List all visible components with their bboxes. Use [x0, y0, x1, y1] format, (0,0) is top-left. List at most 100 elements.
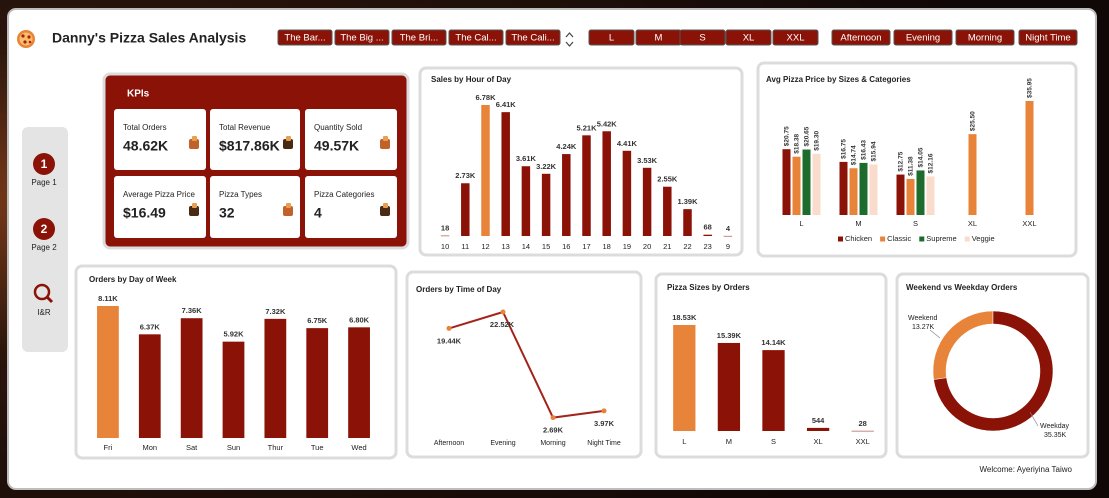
slicer-label[interactable]: XL — [743, 33, 755, 44]
x-tick-label: Sat — [186, 443, 198, 452]
kpi-card — [210, 109, 300, 170]
data-label: 3.53K — [637, 156, 658, 165]
bar — [806, 427, 830, 431]
bar — [849, 168, 858, 215]
slicer-button[interactable]: The Cali... — [505, 29, 561, 46]
x-tick-label: 12 — [481, 242, 489, 251]
data-label: 6.41K — [496, 100, 517, 109]
legend-swatch — [919, 236, 925, 242]
slicer-button[interactable]: L — [588, 29, 635, 46]
x-tick-label: Afternoon — [434, 440, 464, 447]
slicer-label[interactable]: Night Time — [1025, 33, 1070, 44]
slice-value: 13.27K — [912, 324, 935, 331]
slicer-box[interactable] — [893, 29, 953, 46]
slicer-button[interactable]: The Bar... — [277, 29, 333, 46]
leader-line — [929, 329, 941, 339]
slicer-box[interactable] — [505, 29, 561, 46]
nav-icon[interactable] — [45, 295, 54, 304]
slicer-button[interactable]: XL — [725, 29, 772, 46]
bar — [602, 131, 611, 236]
slicer-button[interactable]: M — [635, 29, 682, 46]
slicer-label[interactable]: Morning — [968, 33, 1002, 44]
bar — [782, 149, 791, 215]
slicer-box[interactable] — [725, 29, 772, 46]
nav-badge[interactable] — [33, 153, 55, 175]
bar — [906, 178, 915, 215]
slicer-label[interactable]: M — [655, 33, 663, 44]
kpi-icon — [383, 203, 388, 208]
slicer-label[interactable]: The Cal... — [455, 33, 496, 44]
bar — [926, 176, 935, 215]
x-tick-label: 14 — [522, 242, 530, 251]
slicer-box[interactable] — [334, 29, 390, 46]
kpi-icon — [192, 203, 197, 208]
slicer-button[interactable]: Morning — [955, 29, 1015, 46]
slicer-box[interactable] — [391, 29, 447, 46]
kpi-value: 48.62K — [123, 138, 168, 154]
bar — [663, 186, 672, 236]
kpi-value: 4 — [314, 205, 322, 221]
slicer-box[interactable] — [679, 29, 726, 46]
kpi-label: Average Pizza Price — [123, 190, 195, 199]
slicer-box[interactable] — [277, 29, 333, 46]
nav-number[interactable]: 1 — [41, 157, 48, 171]
kpi-value: $817.86K — [219, 138, 280, 154]
bar — [673, 325, 696, 431]
kpi-icon — [189, 206, 199, 216]
slicer-box[interactable] — [588, 29, 635, 46]
slicer-button[interactable]: The Cal... — [448, 29, 504, 46]
slicer-box[interactable] — [955, 29, 1015, 46]
slicer-box[interactable] — [448, 29, 504, 46]
data-label: $14.05 — [918, 147, 925, 167]
chart-title: Avg Pizza Price by Sizes & Categories — [766, 75, 911, 84]
slicer-button[interactable]: XXL — [772, 29, 819, 46]
bar — [851, 430, 874, 432]
slicer-scroll[interactable] — [565, 32, 574, 47]
kpi-label: Total Revenue — [219, 123, 271, 132]
slicer-label[interactable]: XXL — [787, 33, 805, 44]
x-tick-label: 9 — [726, 242, 730, 251]
slicer-button[interactable]: Evening — [893, 29, 953, 46]
slicer-label[interactable]: The Cali... — [511, 33, 554, 44]
nav-number[interactable]: 2 — [41, 222, 48, 236]
nav-label[interactable]: Page 2 — [31, 243, 57, 252]
nav-label[interactable]: Page 1 — [31, 178, 57, 187]
nav-label[interactable]: I&R — [37, 308, 51, 317]
chart-title: Weekend vs Weekday Orders — [906, 283, 1018, 292]
nav-badge[interactable] — [33, 218, 55, 240]
slicer-label[interactable]: L — [609, 33, 614, 44]
slicer-label[interactable]: Evening — [906, 33, 940, 44]
nav-item[interactable]: 1 Page 1 — [31, 153, 57, 187]
slicer-button[interactable]: The Bri... — [391, 29, 447, 46]
bar — [642, 167, 652, 236]
slicer-button[interactable]: The Big ... — [334, 29, 390, 46]
data-label: 28 — [859, 419, 867, 428]
bar — [703, 234, 712, 236]
slicer-label[interactable]: The Bar... — [284, 33, 325, 44]
slicer-button[interactable]: S — [679, 29, 726, 46]
bar — [306, 328, 329, 438]
slicer-label[interactable]: The Bri... — [400, 33, 439, 44]
slicer-label[interactable]: Afternoon — [840, 33, 881, 44]
slicer-box[interactable] — [1018, 29, 1078, 46]
slicer-label[interactable]: The Big ... — [340, 33, 383, 44]
nav-item[interactable]: I&R — [33, 283, 54, 317]
bar — [762, 350, 785, 431]
bar — [348, 327, 370, 438]
slicer-button[interactable]: Afternoon — [831, 29, 891, 46]
data-label: 14.14K — [761, 338, 786, 347]
kpi-label: Total Orders — [123, 123, 167, 132]
nav-icon[interactable] — [33, 283, 51, 301]
line-series — [448, 310, 605, 419]
kpi-icon — [380, 206, 390, 216]
slicer-button[interactable]: Night Time — [1018, 29, 1078, 46]
slicer-label[interactable]: S — [699, 33, 705, 44]
data-label: $12.75 — [898, 151, 905, 171]
nav-item[interactable]: 2 Page 2 — [31, 218, 57, 252]
logo — [17, 30, 35, 48]
slicer-box[interactable] — [772, 29, 819, 46]
data-label: 22.52K — [490, 320, 515, 329]
slicer-box[interactable] — [831, 29, 891, 46]
pie-slice — [933, 310, 1054, 432]
x-tick-label: Mon — [142, 443, 157, 452]
